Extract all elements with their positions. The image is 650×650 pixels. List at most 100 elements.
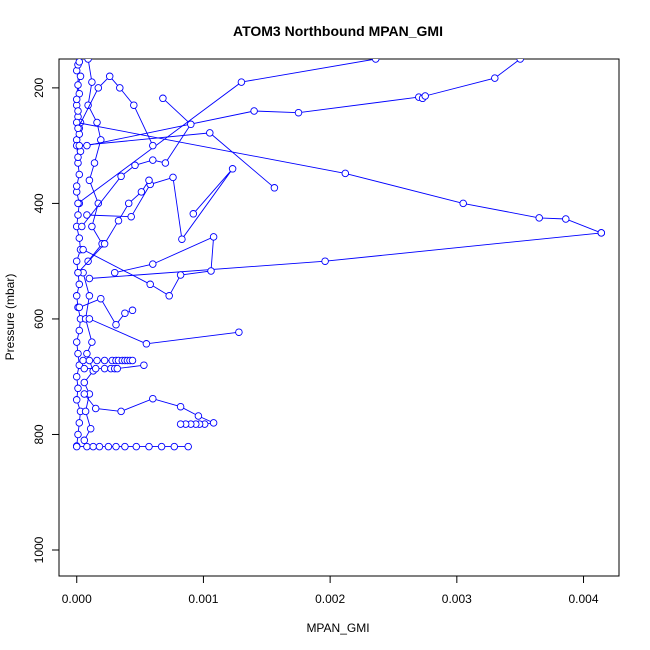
data-point: [149, 156, 157, 164]
data-point: [79, 245, 87, 254]
data-point: [117, 407, 125, 416]
data-point: [80, 364, 89, 373]
data-point: [207, 267, 215, 275]
data-point: [112, 320, 120, 329]
data-point: [72, 292, 81, 300]
data-point: [116, 84, 124, 92]
data-point: [146, 280, 154, 289]
data-point: [74, 430, 82, 439]
data-point: [459, 199, 467, 208]
data-point: [100, 240, 109, 248]
data-point: [117, 172, 125, 181]
data-point: [132, 442, 141, 451]
data-point: [176, 271, 185, 279]
data-point: [72, 257, 81, 265]
data-point: [209, 419, 218, 427]
series-line: [83, 393, 216, 425]
data-point: [88, 222, 96, 231]
data-point: [83, 349, 91, 358]
data-point: [75, 326, 84, 335]
data-point: [74, 199, 82, 208]
y-axis-label: Pressure (mbar): [3, 274, 17, 361]
data-point: [83, 141, 91, 150]
data-point: [75, 280, 84, 289]
data-point: [228, 165, 237, 173]
data-point: [100, 364, 109, 373]
data-point: [72, 338, 81, 346]
data-point: [145, 442, 153, 451]
data-point: [178, 235, 186, 243]
data-point: [157, 442, 166, 451]
data-point: [110, 268, 119, 277]
data-point: [85, 274, 94, 283]
data-point: [74, 384, 82, 393]
data-point: [149, 394, 157, 403]
data-point: [250, 107, 258, 115]
chart-title: ATOM3 Northbound MPAN_GMI: [233, 23, 443, 39]
data-point: [128, 306, 137, 315]
data-point: [84, 59, 92, 63]
data-point: [149, 141, 157, 150]
data-point: [88, 338, 96, 346]
data-point: [81, 407, 90, 416]
data-point: [145, 176, 153, 185]
y-axis: 200 400 600 800 1000: [32, 78, 60, 563]
series-line: [86, 168, 233, 241]
data-point: [72, 95, 81, 104]
x-tick-label: 0.003: [442, 592, 472, 606]
data-point: [114, 216, 123, 225]
data-point: [91, 364, 100, 373]
data-point: [72, 372, 81, 381]
data-point: [597, 229, 606, 237]
data-point: [88, 78, 96, 86]
series-layer: [72, 59, 606, 451]
data-point: [86, 424, 95, 433]
data-point: [127, 212, 135, 221]
data-point: [124, 199, 133, 208]
data-point: [74, 124, 82, 133]
data-point: [121, 442, 129, 451]
data-point: [562, 215, 570, 223]
data-point: [176, 420, 185, 428]
data-point: [237, 78, 246, 86]
data-point: [79, 356, 87, 365]
data-point: [142, 340, 151, 348]
data-point: [161, 159, 170, 167]
data-point: [75, 234, 84, 242]
data-point: [535, 214, 543, 222]
data-point: [94, 84, 103, 92]
series-line: [77, 75, 154, 146]
data-point: [130, 101, 138, 109]
data-point: [89, 442, 97, 451]
data-point: [74, 107, 82, 115]
x-tick-label: 0.000: [62, 592, 92, 606]
data-point: [74, 349, 82, 358]
data-point: [78, 222, 86, 231]
data-point: [209, 233, 218, 241]
data-point: [80, 436, 89, 445]
data-point: [165, 292, 173, 300]
series-line: [86, 59, 521, 147]
plot-frame: [58, 58, 620, 577]
data-point: [72, 396, 81, 404]
data-point: [371, 59, 380, 63]
data-point: [74, 211, 82, 219]
data-point: [95, 442, 104, 451]
data-point: [128, 356, 137, 365]
data-point: [149, 260, 157, 268]
data-point: [170, 442, 179, 451]
y-tick-label: 400: [32, 193, 46, 213]
data-point: [83, 211, 91, 219]
data-point: [341, 169, 350, 178]
data-point: [85, 176, 94, 185]
data-point: [159, 94, 167, 103]
x-axis-label: MPAN_GMI: [306, 621, 369, 635]
data-point: [85, 356, 94, 365]
data-point: [112, 442, 120, 451]
data-point: [75, 303, 84, 312]
data-point: [75, 170, 84, 179]
data-point: [169, 173, 177, 182]
x-tick-label: 0.004: [569, 592, 599, 606]
data-point: [91, 404, 100, 413]
